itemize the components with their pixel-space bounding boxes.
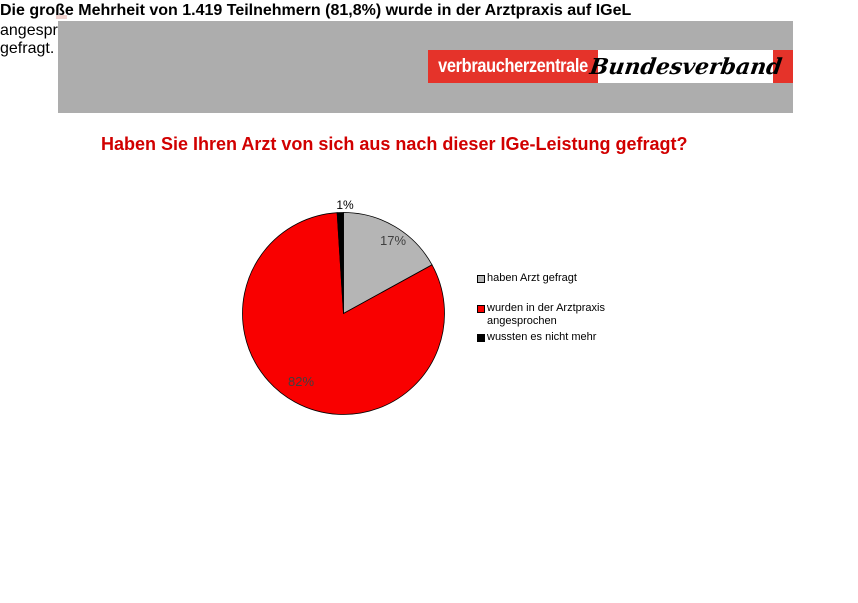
legend-swatch-black	[477, 334, 485, 342]
legend-swatch-red	[477, 305, 485, 313]
pie-slice-label-1: 1%	[336, 198, 354, 212]
slide-title: Haben Sie Ihren Arzt von sich aus nach d…	[101, 134, 688, 154]
logo-primary-box: verbraucherzentrale	[428, 50, 598, 83]
header-band: verbraucherzentrale Bundesverband	[58, 21, 793, 113]
logo-secondary-text: Bundesverband	[587, 53, 784, 80]
logo-primary-text: verbraucherzentrale	[438, 55, 588, 77]
legend-label: haben Arzt gefragt	[487, 272, 577, 284]
legend-label: wussten es nicht mehr	[487, 331, 597, 343]
corner-mark	[56, 15, 67, 19]
summary-line-1: Die große Mehrheit von 1.419 Teilnehmern…	[0, 2, 632, 19]
legend-item-arztpraxis-angesprochen: wurden in der Arztpraxis angesprochen	[477, 302, 617, 328]
pie-chart	[242, 212, 445, 415]
legend-item-haben-arzt-gefragt: haben Arzt gefragt	[477, 272, 577, 285]
logo-secondary-box: Bundesverband	[588, 50, 783, 83]
summary-line-3: gefragt.	[0, 39, 55, 57]
logo-red-square	[773, 50, 793, 83]
legend-item-wussten-es-nicht-mehr: wussten es nicht mehr	[477, 331, 596, 344]
legend-label: wurden in der Arztpraxis angesprochen	[487, 302, 605, 327]
legend-swatch-gray	[477, 275, 485, 283]
pie-slice-label-17: 17%	[379, 233, 407, 248]
pie-slice-label-82: 82%	[287, 374, 315, 389]
logo: verbraucherzentrale Bundesverband	[428, 50, 793, 83]
